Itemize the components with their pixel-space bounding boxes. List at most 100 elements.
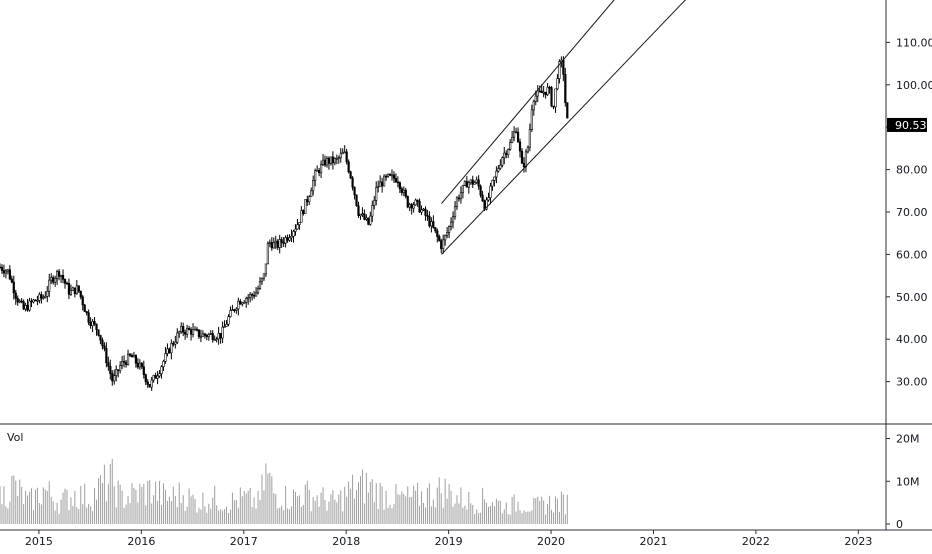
candle (467, 180, 470, 194)
candle-body (302, 210, 305, 214)
candle (408, 202, 411, 212)
candle (449, 217, 453, 231)
candle-body (166, 348, 169, 354)
price-axis[interactable]: 110.00100.0090.0080.0070.0060.0050.0040.… (886, 36, 932, 389)
candle (377, 180, 380, 193)
candle-body (361, 213, 364, 216)
candle-body (241, 302, 244, 305)
candle (166, 343, 169, 357)
candle-body (50, 277, 53, 281)
candle-body (331, 156, 334, 164)
candle (451, 211, 455, 229)
last-price-label: 90.53 (895, 119, 927, 132)
candle (201, 330, 204, 337)
candle (148, 384, 151, 388)
candle-body (321, 159, 325, 165)
channel-line-lower[interactable] (441, 0, 689, 255)
candle-body (394, 178, 398, 183)
candle-body (292, 231, 295, 237)
candle-body (347, 161, 350, 173)
candle-body (229, 310, 232, 317)
candle (264, 263, 268, 277)
candle (428, 211, 431, 228)
candle (319, 160, 323, 179)
candle (71, 286, 74, 291)
volume-axis[interactable]: 20M 10M 0 (886, 433, 920, 531)
candle-body (392, 174, 396, 179)
candle (158, 370, 161, 378)
candle (446, 227, 449, 239)
candle-body (518, 141, 522, 152)
candle (310, 187, 313, 198)
candle-body (335, 158, 338, 160)
candle (117, 369, 120, 378)
candle-body (550, 87, 553, 107)
candle (558, 59, 561, 84)
candle (111, 370, 114, 386)
candle (416, 199, 419, 207)
candle-body (286, 237, 289, 241)
candle (195, 326, 199, 332)
candle-body (93, 321, 96, 325)
candle (331, 151, 334, 170)
time-axis[interactable]: 2015 2016 2017 2018 2019 2020 2021 2022 2023 (25, 530, 872, 548)
candle (302, 209, 305, 216)
candle-body (176, 332, 179, 343)
candle-body (117, 369, 120, 372)
candle (46, 286, 49, 303)
candle (67, 278, 71, 300)
candle (518, 138, 522, 158)
candle (61, 269, 65, 284)
candle-body (469, 179, 472, 183)
time-tick-label: 2020 (537, 535, 565, 548)
candle-body (284, 237, 287, 244)
candle-body (87, 312, 90, 323)
candle-body (46, 291, 49, 297)
candle-body (430, 221, 433, 227)
candle (215, 336, 218, 343)
candle-body (184, 331, 187, 335)
candle-body (337, 157, 340, 159)
candle (134, 354, 138, 368)
candle-body (402, 189, 405, 193)
candle (193, 326, 197, 331)
candle-body (8, 269, 11, 280)
price-tick-label: 110.00 (896, 36, 932, 49)
candle-body (95, 323, 98, 331)
candle-body (193, 328, 197, 331)
candle-body (542, 91, 545, 94)
candle-body (461, 184, 464, 194)
candle-body (434, 227, 437, 232)
candle-body (24, 304, 27, 310)
candle-body (396, 181, 399, 184)
candle (237, 297, 240, 316)
candle (69, 284, 73, 296)
candle-body (438, 236, 441, 242)
candle (187, 325, 191, 331)
candle-body (99, 334, 102, 341)
candle-body (548, 86, 551, 89)
candle (162, 359, 165, 371)
candle (509, 138, 512, 151)
channel-line-upper[interactable] (441, 0, 617, 204)
candle (124, 359, 128, 368)
candle-body (483, 200, 486, 210)
candle (42, 294, 45, 300)
candle (493, 176, 496, 187)
candle-body (54, 278, 57, 283)
candle (107, 356, 110, 371)
candle (278, 234, 281, 254)
candle-body (446, 232, 449, 236)
candle (24, 302, 27, 312)
candle (438, 234, 441, 242)
candle (126, 349, 130, 366)
candle-body (566, 102, 569, 119)
candle-body (412, 204, 415, 209)
candle-body (180, 326, 183, 332)
candle-body (223, 326, 226, 328)
candle (282, 237, 285, 248)
time-tick-label: 2016 (127, 535, 155, 548)
time-tick-label: 2023 (844, 535, 872, 548)
candle-body (26, 304, 29, 311)
candle-body (239, 300, 242, 305)
